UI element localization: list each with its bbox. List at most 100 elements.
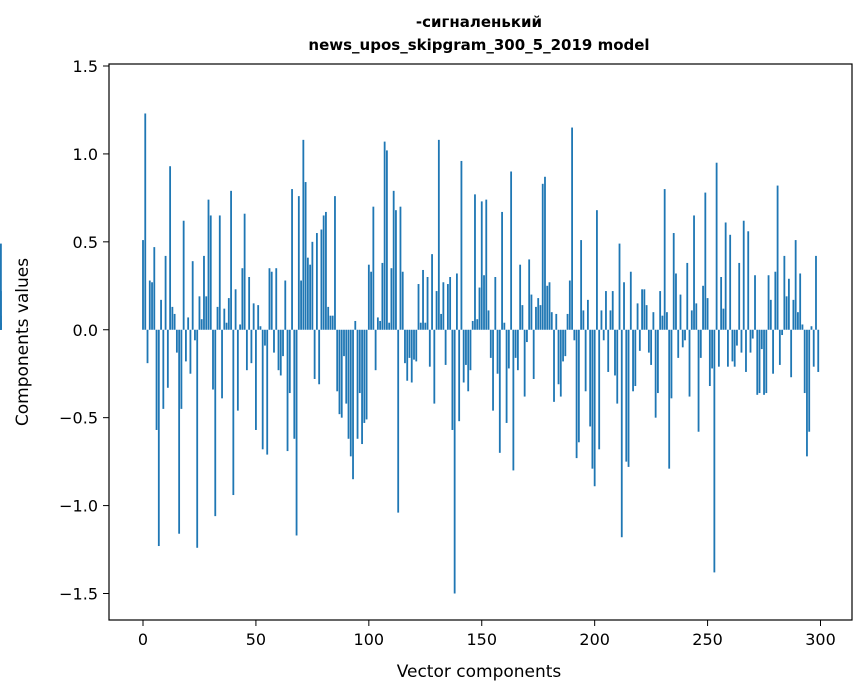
bar — [212, 329, 214, 390]
bar — [812, 329, 815, 367]
bar — [422, 269, 424, 330]
bar — [370, 271, 372, 330]
bar — [406, 329, 409, 381]
y-tick-label: −1.5 — [59, 585, 98, 604]
bar — [460, 160, 463, 330]
bar — [449, 277, 452, 330]
bar — [661, 315, 664, 330]
bar — [264, 329, 266, 346]
bar — [352, 329, 354, 480]
bar — [268, 268, 271, 330]
bar — [354, 320, 357, 330]
bar — [736, 329, 738, 346]
bar — [625, 329, 628, 462]
bar — [553, 329, 555, 402]
x-axis-ticks: 0 50 100 150 200 250 300 — [138, 620, 836, 649]
bar — [279, 329, 282, 376]
bar — [304, 182, 307, 330]
bar — [376, 317, 379, 330]
bar — [433, 329, 436, 404]
bar — [379, 320, 382, 330]
bar — [485, 199, 488, 330]
bar — [367, 264, 370, 330]
bar — [227, 298, 230, 330]
bar — [194, 329, 196, 341]
bar — [340, 329, 343, 418]
bar — [248, 277, 251, 330]
bar — [638, 329, 641, 351]
bar — [535, 306, 537, 330]
bar — [544, 176, 546, 330]
bar — [546, 285, 549, 330]
bar — [207, 199, 210, 330]
x-tick-label: 200 — [579, 630, 610, 649]
bar — [151, 282, 153, 330]
bar — [214, 329, 217, 517]
bar — [756, 329, 759, 395]
bar — [198, 296, 201, 330]
bar — [297, 196, 300, 330]
bar — [164, 255, 167, 330]
bar — [306, 257, 309, 330]
bar — [776, 185, 779, 330]
bar — [356, 329, 359, 439]
bar — [173, 313, 176, 330]
bar — [252, 303, 255, 330]
bar — [329, 315, 332, 330]
bar — [383, 141, 386, 330]
bar — [564, 329, 567, 357]
bar — [381, 262, 384, 330]
bar — [309, 264, 312, 330]
bar — [679, 294, 682, 330]
bar — [643, 289, 646, 330]
bar — [727, 329, 729, 367]
bar — [162, 329, 165, 409]
bar — [349, 329, 352, 457]
bar — [686, 262, 689, 330]
bar — [311, 241, 314, 330]
bar — [446, 284, 449, 330]
bar — [361, 329, 363, 445]
bar — [677, 329, 680, 358]
bar — [600, 310, 603, 330]
bar — [456, 273, 458, 330]
bar — [171, 306, 174, 330]
bar — [555, 313, 558, 330]
bar — [641, 289, 643, 330]
bar — [733, 329, 736, 367]
bar — [404, 329, 406, 364]
bar — [291, 189, 293, 330]
bar — [697, 329, 700, 432]
bar — [426, 277, 429, 330]
bar — [295, 329, 298, 536]
bar — [512, 329, 515, 471]
bar — [781, 329, 784, 336]
bar — [185, 329, 187, 362]
bar — [315, 233, 318, 330]
bar — [157, 329, 160, 547]
bar — [801, 324, 804, 330]
bar — [765, 329, 768, 394]
bar — [200, 319, 203, 330]
bar — [659, 291, 662, 330]
bar — [614, 329, 616, 376]
bar — [205, 296, 208, 330]
bar — [209, 215, 212, 330]
bar — [620, 329, 623, 538]
bar — [602, 329, 605, 341]
bar — [221, 329, 223, 399]
bar — [634, 329, 637, 387]
bar — [670, 329, 673, 399]
bar — [478, 287, 481, 330]
bar — [584, 329, 587, 392]
bar — [548, 282, 551, 330]
bar — [688, 329, 691, 397]
x-axis-label: Vector components — [397, 662, 562, 682]
bar — [365, 329, 368, 420]
bar — [507, 329, 510, 369]
x-tick-label: 0 — [138, 630, 148, 649]
x-tick-label: 250 — [692, 630, 723, 649]
y-tick-label: 1.0 — [73, 145, 98, 164]
bar — [345, 329, 348, 404]
